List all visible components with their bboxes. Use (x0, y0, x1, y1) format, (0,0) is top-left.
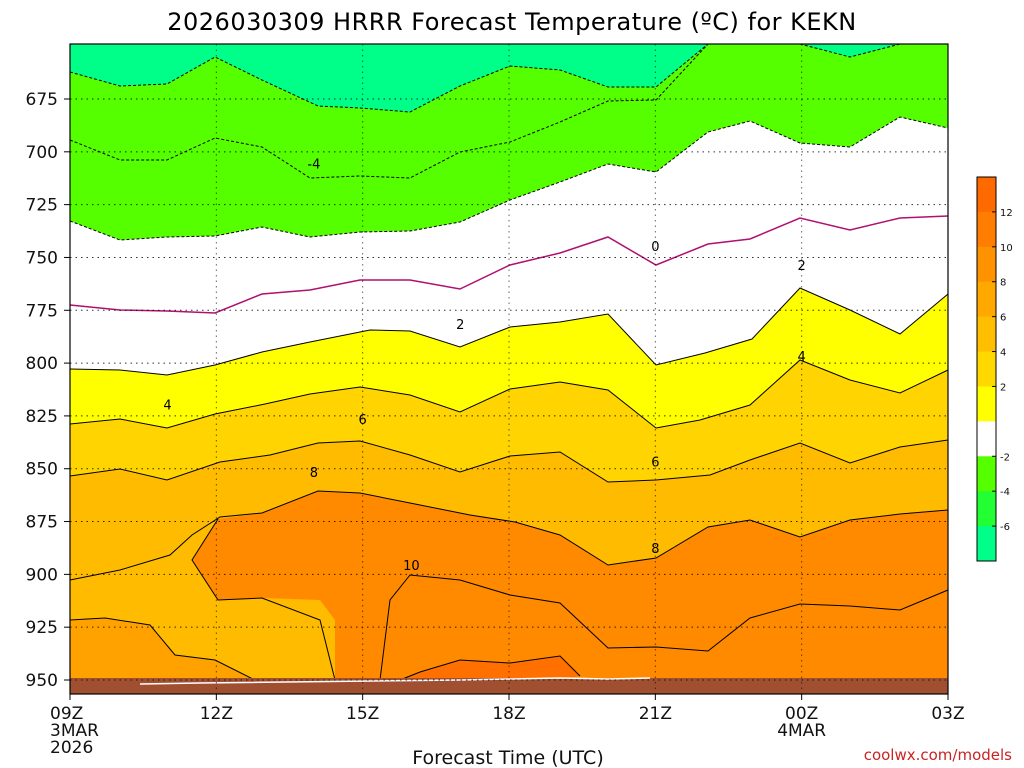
chart-title: 2026030309 HRRR Forecast Temperature (ºC… (167, 8, 857, 36)
colorbar-frame (976, 176, 997, 562)
contour-label-4: 4 (798, 350, 806, 365)
colorbar-label-3: 6 (1000, 313, 1006, 324)
contour-0 (69, 215, 949, 314)
y-tick-label-750: 750 (26, 248, 58, 268)
colorbar-label-4: 4 (1000, 348, 1006, 359)
contour-minus6-right (799, 43, 901, 58)
contour-4 (69, 359, 949, 429)
colorbar-label-8: -6 (1000, 522, 1010, 533)
contour-minus2 (69, 116, 949, 241)
gridlines (70, 44, 948, 694)
colorbar-segment-3 (977, 281, 996, 318)
y-tick-label-775: 775 (26, 301, 58, 321)
contour-2 (69, 287, 949, 376)
fill-band-minus4-minus6 (70, 44, 948, 112)
colorbar-segment-5 (977, 351, 996, 387)
contour-10 (379, 574, 949, 681)
y-tick-label-875: 875 (26, 513, 58, 533)
contour-6 (69, 439, 949, 483)
colorbar-segment-4 (977, 316, 996, 353)
y-tick-label-950: 950 (26, 671, 58, 691)
colorbar-segment-10 (977, 526, 996, 562)
x-tick-label-2: 15Z (346, 704, 379, 724)
y-tick-label-900: 900 (26, 565, 58, 585)
x-tick-sublabel-0-0: 3MAR (50, 721, 99, 741)
y-tick-label-725: 725 (26, 196, 58, 216)
x-tick-label-3: 18Z (492, 704, 525, 724)
contour-12 (399, 655, 581, 681)
colorbar-segment-0 (977, 177, 996, 213)
colorbar-segment-9 (977, 491, 996, 527)
contour-8-upper (69, 490, 949, 581)
contour-8-left (69, 617, 256, 681)
x-axis-title: Forecast Time (UTC) (412, 747, 603, 768)
contour-label-3: 2 (456, 318, 464, 333)
surface-edge-line (139, 677, 651, 685)
contour-label-9: 8 (651, 542, 659, 557)
contour-label-1: 0 (651, 240, 659, 255)
colorbar-label-5: 2 (1000, 382, 1006, 393)
x-tick-label-5: 00Z (785, 704, 818, 724)
colorbar-label-2: 8 (1000, 278, 1006, 289)
y-tick-label-700: 700 (26, 143, 58, 163)
colorbar-segment-2 (977, 246, 996, 283)
colorbar-label-7: -4 (1000, 487, 1010, 498)
colorbar-label-1: 10 (1000, 243, 1013, 254)
y-tick-label-825: 825 (26, 407, 58, 427)
y-tick-label-925: 925 (26, 618, 58, 638)
y-tick-label-675: 675 (26, 90, 58, 110)
contour-label-8: 8 (310, 466, 318, 481)
fill-band-8-10-left (70, 618, 255, 680)
contour-minus6 (69, 43, 709, 113)
contour-label-0: -4 (307, 157, 320, 172)
fill-band-6-8 (70, 440, 948, 680)
temperature-contours (69, 43, 949, 681)
x-tick-label-1: 12Z (200, 704, 233, 724)
x-tick-label-4: 21Z (639, 704, 672, 724)
contour-8-lower (191, 518, 336, 681)
contour-labels: -4 0 2 2 4 4 6 6 8 8 10 (163, 157, 806, 574)
x-tick-sublabel-0-1: 2026 (50, 738, 93, 758)
y-tick-label-800: 800 (26, 354, 58, 374)
y-axis: 675 700 725 750 775 800 825 850 875 900 925 950 (26, 90, 70, 691)
contour-label-10: 10 (403, 559, 420, 574)
colorbar-label-6: -2 (1000, 452, 1010, 463)
ground-surface (70, 678, 948, 694)
temperature-colorbar: 12 10 8 6 4 2 -2 -4 -6 (976, 176, 1013, 562)
contour-label-5: 4 (163, 398, 171, 413)
colorbar-segment-8 (977, 456, 996, 492)
x-tick-sublabel-5-0: 4MAR (777, 721, 826, 741)
fill-band-12-14 (400, 656, 580, 680)
x-tick-label-0: 09Z (50, 704, 83, 724)
plot-area: -4 0 2 2 4 4 6 6 8 8 10 (69, 43, 949, 695)
colorbar-label-0: 12 (1000, 208, 1013, 219)
contour-label-6: 6 (359, 413, 367, 428)
temperature-fill-bands (70, 44, 948, 680)
contour-label-7: 6 (651, 455, 659, 470)
y-tick-label-850: 850 (26, 460, 58, 480)
colorbar-segment-1 (977, 211, 996, 248)
site-credit: coolwx.com/models (864, 746, 1012, 764)
x-tick-label-6: 03Z (931, 704, 964, 724)
colorbar-segment-6 (977, 386, 996, 422)
contour-label-2: 2 (798, 259, 806, 274)
colorbar-segment-7 (977, 421, 996, 457)
fill-band-4-6 (70, 360, 948, 482)
